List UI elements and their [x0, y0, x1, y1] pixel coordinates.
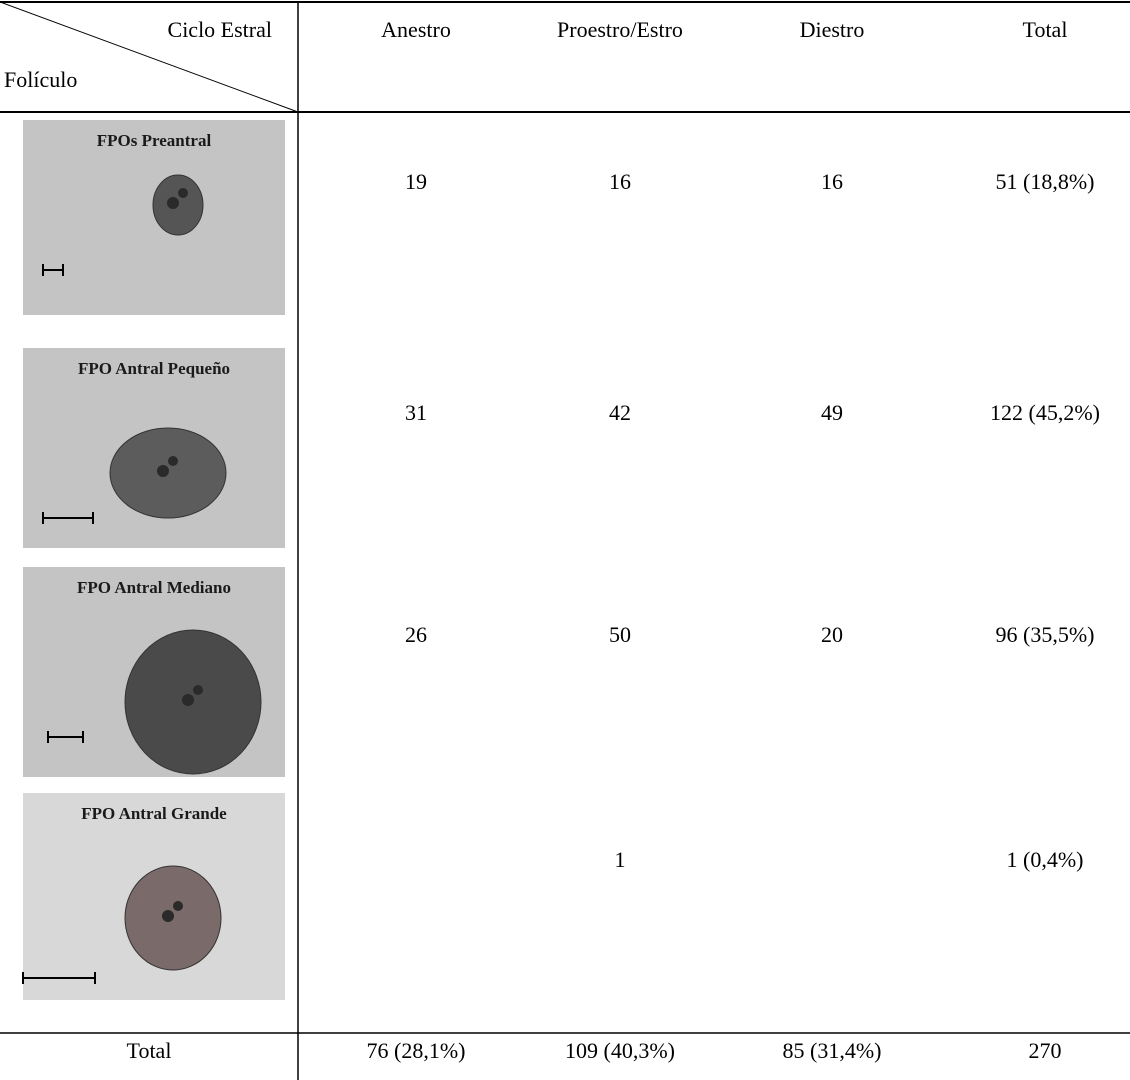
image-label: FPO Antral Grande: [81, 804, 227, 823]
cell: 122 (45,2%): [990, 400, 1100, 425]
cell: 1: [615, 847, 626, 872]
cell: 20: [821, 622, 843, 647]
oocyte: [178, 188, 188, 198]
total-label: Total: [127, 1038, 172, 1063]
follicle-image: FPO Antral Pequeño: [23, 348, 285, 548]
column-header: Diestro: [800, 17, 865, 42]
oocyte: [157, 465, 169, 477]
cell: 96 (35,5%): [996, 622, 1095, 647]
cell: 49: [821, 400, 843, 425]
cell: 19: [405, 169, 427, 194]
column-header: Anestro: [381, 17, 451, 42]
cell: 1 (0,4%): [1007, 847, 1084, 872]
follicle-image: FPOs Preantral: [23, 120, 285, 315]
corner-bottom: Folículo: [4, 67, 77, 92]
oocyte: [167, 197, 179, 209]
oocyte: [162, 910, 174, 922]
cell: 31: [405, 400, 427, 425]
image-label: FPOs Preantral: [97, 131, 212, 150]
cell: 16: [821, 169, 843, 194]
total-cell: 270: [1029, 1038, 1062, 1063]
oocyte: [168, 456, 178, 466]
follicle-image: FPO Antral Grande: [23, 793, 285, 1000]
cell: 51 (18,8%): [996, 169, 1095, 194]
total-cell: 109 (40,3%): [565, 1038, 675, 1063]
follicle-image: FPO Antral Mediano: [23, 567, 285, 777]
image-label: FPO Antral Mediano: [77, 578, 231, 597]
image-label: FPO Antral Pequeño: [78, 359, 230, 378]
oocyte: [173, 901, 183, 911]
cell: 50: [609, 622, 631, 647]
column-header: Proestro/Estro: [557, 17, 683, 42]
total-cell: 85 (31,4%): [783, 1038, 882, 1063]
column-header: Total: [1023, 17, 1068, 42]
cell: 42: [609, 400, 631, 425]
cell: 26: [405, 622, 427, 647]
table: Ciclo Estral Folículo Anestro Proestro/Es…: [0, 0, 1130, 1080]
cell: 16: [609, 169, 631, 194]
total-cell: 76 (28,1%): [367, 1038, 466, 1063]
page: Ciclo Estral Folículo Anestro Proestro/Es…: [0, 0, 1130, 1080]
oocyte: [182, 694, 194, 706]
oocyte: [193, 685, 203, 695]
corner-top: Ciclo Estral: [168, 17, 272, 42]
